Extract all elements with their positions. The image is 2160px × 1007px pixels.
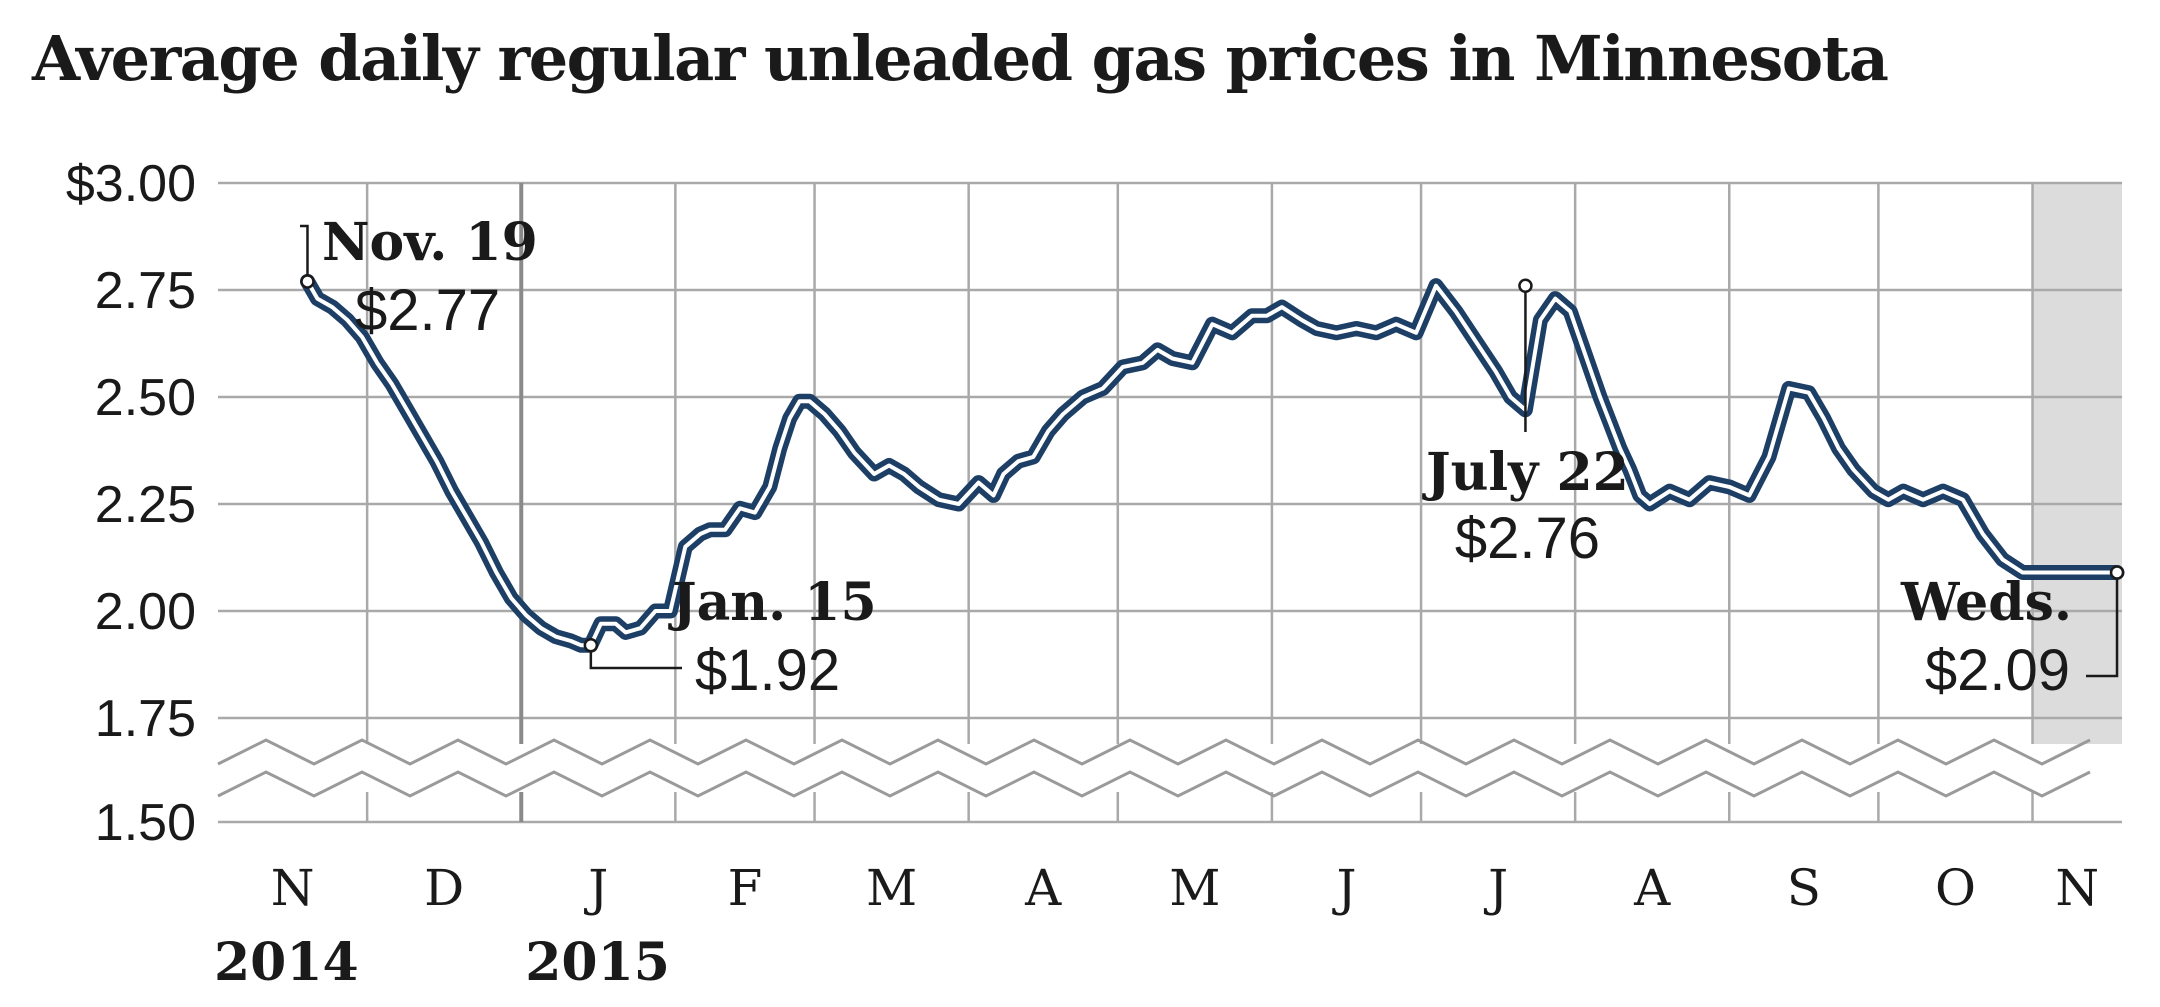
y-tick-label: 2.50	[95, 369, 196, 427]
annotation-title: Nov. 19	[322, 212, 538, 273]
annotation-title: Weds.	[1900, 572, 2072, 633]
point-marker	[1518, 278, 1533, 293]
leader-line	[2086, 572, 2119, 678]
annotation-title: Jan. 15	[668, 572, 877, 633]
x-tick-label: J	[1331, 859, 1356, 917]
point-marker	[583, 637, 599, 653]
x-tick-label: S	[1787, 859, 1821, 917]
y-tick-label: 2.25	[95, 476, 196, 534]
x-tick-label: M	[866, 859, 917, 917]
leader-line	[589, 645, 682, 670]
annotation-title: July 22	[1422, 442, 1629, 503]
y-tick-label: 2.00	[95, 583, 196, 641]
price-line-inner	[305, 279, 2119, 648]
x-tick-label: F	[728, 859, 763, 917]
point-marker	[300, 274, 315, 289]
y-tick-label: $3.00	[66, 155, 196, 213]
axis-break-line-lower	[217, 770, 2091, 798]
axis-break-fill	[218, 744, 2122, 792]
x-tick-label: D	[424, 859, 464, 917]
year-label: 2015	[525, 932, 670, 993]
axis-break-line-upper	[217, 738, 2091, 766]
x-tick-label: J	[1483, 859, 1508, 917]
x-tick-label: A	[1633, 859, 1671, 917]
current-month-highlight	[2032, 183, 2122, 755]
x-tick-label: M	[1169, 859, 1220, 917]
annotation-value: $2.09	[1925, 638, 2070, 703]
y-tick-label: 1.75	[95, 690, 196, 748]
leader-line	[300, 224, 309, 282]
x-tick-label: O	[1935, 859, 1976, 917]
y-tick-label: 1.50	[95, 794, 196, 852]
point-marker	[2109, 565, 2125, 580]
chart-title: Average daily regular unleaded gas price…	[32, 22, 1889, 95]
year-label: 2014	[214, 932, 359, 993]
price-line	[300, 273, 2125, 653]
annotation-value: $1.92	[695, 638, 840, 703]
x-tick-label: N	[2055, 859, 2099, 917]
annotation-value: $2.76	[1455, 506, 1600, 571]
x-tick-label: J	[583, 859, 608, 917]
x-tick-label: N	[271, 859, 315, 917]
y-tick-label: 2.75	[95, 262, 196, 320]
annotation-value: $2.77	[355, 278, 500, 343]
x-tick-label: A	[1024, 859, 1062, 917]
